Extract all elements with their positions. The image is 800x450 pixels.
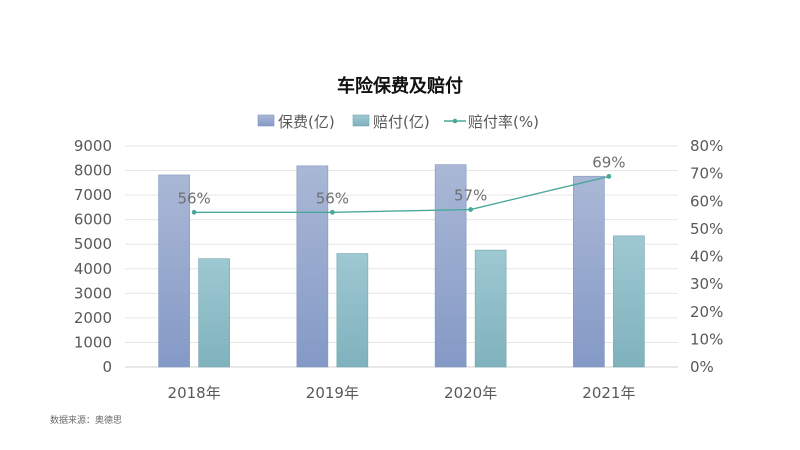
y-right-tick-label: 70% xyxy=(690,165,723,183)
y-right-tick-label: 30% xyxy=(690,275,723,293)
y-left-tick-label: 6000 xyxy=(74,211,112,229)
ratio-point xyxy=(191,209,197,215)
ratio-line-series: 56% 56% 57% 69% xyxy=(177,153,626,215)
legend-swatch-claims xyxy=(352,114,370,127)
x-tick-label: 2021年 xyxy=(582,384,635,402)
bar-claims xyxy=(336,253,369,368)
y-right-tick-label: 60% xyxy=(690,192,723,210)
x-tick-label: 2020年 xyxy=(444,384,497,402)
y-right-tick-label: 40% xyxy=(690,248,723,266)
y-left-tick-label: 1000 xyxy=(74,333,112,351)
legend-label-claims: 赔付(亿) xyxy=(373,113,430,131)
x-tick-label: 2019年 xyxy=(306,384,359,402)
bar-premium xyxy=(158,174,190,368)
left-axis-ticks: 0 1000 2000 3000 4000 5000 6000 7000 8000 9000 xyxy=(74,137,112,376)
ratio-data-label: 57% xyxy=(454,187,487,205)
y-right-tick-label: 0% xyxy=(690,358,714,376)
y-left-tick-label: 0 xyxy=(102,358,112,376)
y-left-tick-label: 5000 xyxy=(74,235,112,253)
chart-title: 车险保费及赔付 xyxy=(337,75,463,97)
ratio-point xyxy=(329,209,335,215)
y-right-tick-label: 20% xyxy=(690,303,723,321)
legend-label-premium: 保费(亿) xyxy=(278,113,335,131)
legend-swatch-premium xyxy=(257,114,275,127)
ratio-point xyxy=(606,173,612,179)
y-left-tick-label: 2000 xyxy=(74,309,112,327)
bar-premium xyxy=(573,175,605,368)
ratio-data-label: 69% xyxy=(592,153,625,171)
x-tick-label: 2018年 xyxy=(168,384,221,402)
ratio-data-label: 56% xyxy=(316,189,349,207)
x-axis-labels: 2018年 2019年 2020年 2021年 xyxy=(168,384,636,402)
y-right-tick-label: 10% xyxy=(690,330,723,348)
bar-claims xyxy=(474,249,507,368)
y-left-tick-label: 3000 xyxy=(74,284,112,302)
y-right-tick-label: 50% xyxy=(690,220,723,238)
ratio-point xyxy=(468,207,474,212)
bar-premium xyxy=(434,164,467,368)
legend-label-ratio: 赔付率(%) xyxy=(468,113,539,131)
bars xyxy=(158,164,645,368)
ratio-data-label: 56% xyxy=(177,189,210,207)
y-left-tick-label: 9000 xyxy=(74,137,112,155)
bar-claims xyxy=(613,235,645,368)
ratio-line xyxy=(194,175,610,214)
right-axis-ticks: 0% 10% 20% 30% 40% 50% 60% 70% 80% xyxy=(690,137,723,376)
y-left-tick-label: 7000 xyxy=(74,186,112,204)
legend-swatch-ratio-marker xyxy=(452,118,458,124)
y-right-tick-label: 80% xyxy=(690,137,723,155)
y-left-tick-label: 8000 xyxy=(74,162,112,180)
bar-premium xyxy=(296,165,329,368)
legend: 保费(亿) 赔付(亿) 赔付率(%) xyxy=(257,113,539,131)
y-left-tick-label: 4000 xyxy=(74,260,112,278)
bar-claims xyxy=(198,258,230,368)
source-note: 数据来源：奥德思 xyxy=(50,416,123,426)
